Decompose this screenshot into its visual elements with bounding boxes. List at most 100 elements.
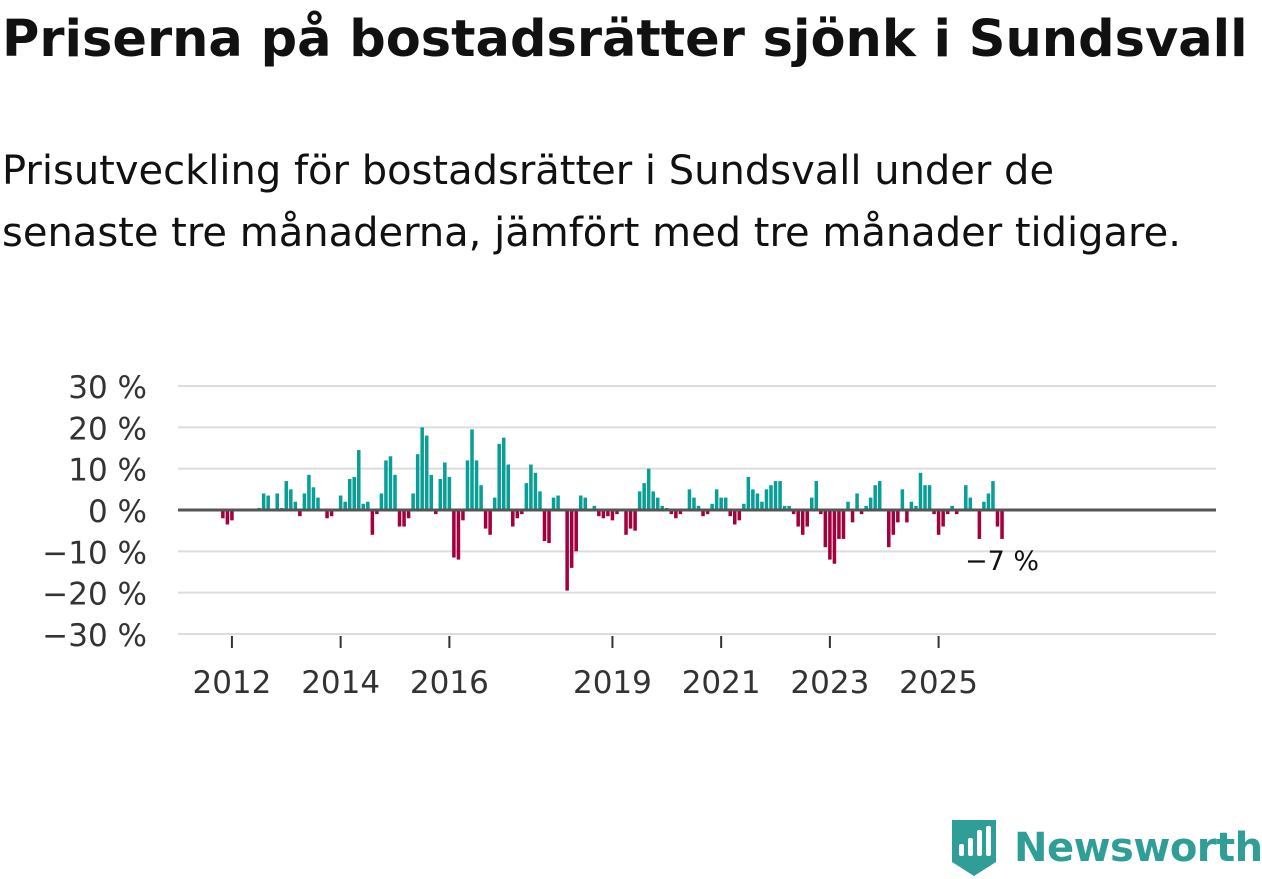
bar — [900, 489, 905, 510]
bar — [932, 510, 936, 515]
bar — [388, 456, 393, 510]
bar — [483, 510, 488, 529]
bar — [420, 427, 424, 510]
bar — [819, 510, 823, 515]
bar — [791, 510, 796, 515]
y-tick-label: −10 % — [42, 535, 147, 571]
bar — [778, 481, 782, 510]
bar — [452, 510, 456, 558]
bar — [361, 503, 366, 510]
bar — [954, 510, 959, 515]
bar — [864, 505, 868, 510]
x-tick-label: 2012 — [192, 665, 271, 701]
bar — [470, 429, 474, 510]
brand-logo: Newsworthy — [948, 818, 1262, 878]
bar — [284, 481, 289, 510]
bar — [447, 476, 452, 510]
bar — [474, 460, 479, 510]
bar — [343, 501, 347, 510]
bar — [578, 495, 583, 510]
bar — [628, 510, 633, 529]
bar — [266, 495, 270, 510]
bar — [796, 510, 800, 527]
bar — [597, 510, 601, 517]
bar — [696, 505, 701, 510]
bar — [769, 485, 773, 510]
bar — [823, 510, 828, 548]
bar — [678, 510, 683, 515]
x-tick-label: 2025 — [899, 665, 978, 701]
chart-title: Priserna på bostadsrätter sjönk i Sundsv… — [2, 10, 1248, 69]
bar — [293, 501, 298, 510]
bar — [379, 493, 384, 510]
bar — [760, 501, 764, 510]
bar — [275, 493, 279, 510]
bar — [511, 510, 515, 527]
bar — [492, 497, 497, 510]
bar — [755, 493, 760, 510]
bar — [909, 501, 914, 510]
bar — [941, 510, 945, 527]
bar — [977, 510, 982, 539]
bar — [669, 510, 674, 515]
bar — [533, 472, 538, 510]
y-axis: 30 % 20 % 10 % 0 % −10 % −20 % −30 % — [42, 370, 147, 654]
bar — [692, 497, 696, 510]
x-tick-label: 2014 — [301, 665, 380, 701]
bar — [651, 491, 655, 510]
bar — [782, 505, 787, 510]
bar — [366, 501, 370, 510]
bar — [615, 510, 619, 515]
bar — [538, 491, 542, 510]
bar — [311, 487, 316, 510]
y-tick-label: −30 % — [42, 618, 147, 654]
x-tick-label: 2019 — [573, 665, 652, 701]
bar — [307, 474, 311, 510]
bar — [723, 497, 728, 510]
bar — [592, 505, 597, 510]
bar — [221, 510, 225, 519]
bar — [411, 493, 415, 510]
bar — [325, 510, 329, 519]
bar — [488, 510, 492, 535]
bar — [995, 510, 1000, 527]
last-value-annotation: −7 % — [965, 546, 1039, 577]
bar — [655, 497, 660, 510]
bar — [406, 510, 411, 519]
bar-chart: 30 %20 %10 %0 %−10 %−20 %−30 % 2012 2014 2… — [42, 370, 1216, 701]
y-tick-label: −20 % — [42, 577, 147, 613]
bar — [633, 510, 637, 531]
bar — [805, 510, 809, 527]
bar — [384, 460, 388, 510]
bar — [261, 493, 266, 510]
bar — [705, 510, 710, 515]
bar — [800, 510, 805, 535]
brand-name: Newsworthy — [1014, 825, 1262, 871]
bar — [456, 510, 461, 560]
bar — [877, 481, 882, 510]
bar — [732, 510, 737, 525]
bar — [714, 489, 719, 510]
bar — [393, 474, 397, 510]
bar — [868, 497, 873, 510]
bar — [465, 460, 470, 510]
bar — [832, 510, 837, 564]
bar — [950, 505, 954, 510]
bar — [551, 497, 556, 510]
bar — [424, 435, 429, 510]
bar — [764, 489, 769, 510]
bar — [986, 493, 991, 510]
bar — [751, 489, 755, 510]
bar — [1000, 510, 1004, 539]
bar — [945, 510, 950, 515]
bar — [624, 510, 628, 535]
y-tick-label: 0 % — [88, 494, 147, 530]
bar — [606, 510, 610, 517]
bar — [927, 485, 932, 510]
bar — [923, 485, 927, 510]
bar — [810, 497, 814, 510]
bar — [461, 510, 465, 521]
bar — [443, 462, 447, 510]
bar — [429, 474, 434, 510]
bar — [402, 510, 406, 527]
